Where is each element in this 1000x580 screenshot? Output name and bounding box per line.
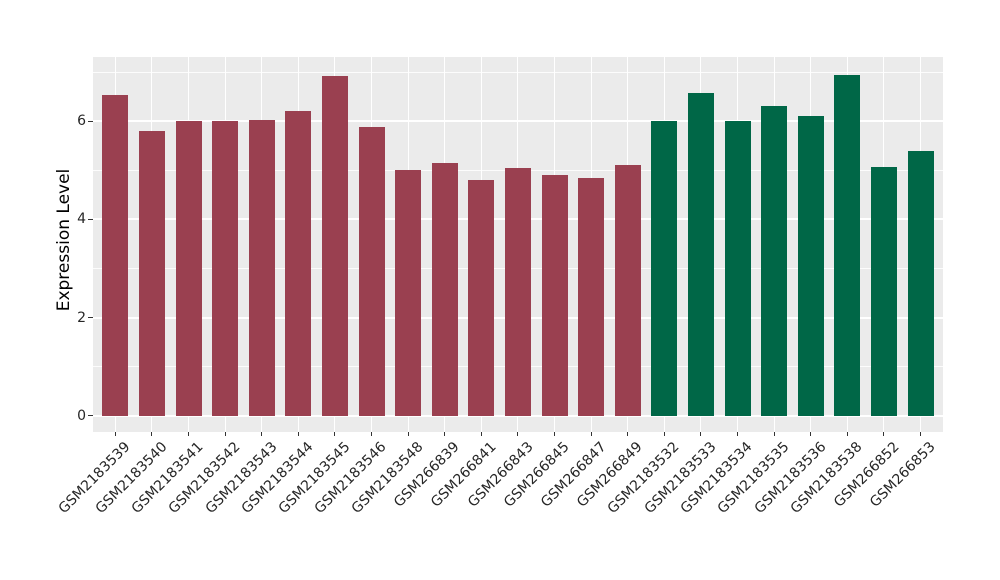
- y-tick-label: 0: [77, 407, 86, 424]
- y-tick-label: 4: [77, 211, 86, 228]
- x-axis-tick: [846, 432, 848, 436]
- y-tick-label: 6: [77, 113, 86, 130]
- bar: [248, 119, 275, 416]
- x-axis-tick: [114, 432, 116, 436]
- bar: [761, 105, 788, 416]
- bar: [358, 127, 385, 416]
- plot-panel: [93, 57, 943, 432]
- bar: [138, 130, 165, 416]
- y-axis-tick: [88, 120, 93, 122]
- bar: [175, 120, 202, 416]
- x-axis-tick: [590, 432, 592, 436]
- y-axis-tick: [88, 317, 93, 318]
- bar: [614, 164, 641, 416]
- bar: [578, 178, 605, 416]
- bar: [212, 120, 239, 416]
- x-axis-tick: [407, 432, 409, 436]
- bar: [541, 175, 568, 416]
- bar: [687, 93, 714, 416]
- x-axis-tick: [737, 432, 738, 436]
- x-axis-tick: [188, 432, 189, 436]
- x-axis-tick: [224, 432, 226, 436]
- x-axis-tick: [920, 432, 921, 436]
- bar: [907, 150, 934, 416]
- bar: [431, 162, 458, 416]
- y-axis-title: Expression Level: [54, 168, 74, 312]
- bar: [724, 120, 751, 416]
- bar: [395, 170, 422, 416]
- bar: [321, 76, 348, 416]
- y-axis-tick: [88, 415, 93, 417]
- x-axis-tick: [444, 432, 446, 436]
- bar: [651, 121, 678, 416]
- x-axis-tick: [810, 432, 812, 436]
- x-axis-tick: [700, 432, 702, 436]
- x-axis-tick: [627, 432, 629, 436]
- x-axis-tick: [151, 432, 153, 436]
- x-axis-tick: [883, 432, 885, 436]
- x-axis-tick: [334, 432, 336, 436]
- x-axis-tick: [480, 432, 482, 436]
- x-axis-tick: [371, 432, 372, 436]
- x-axis-tick: [663, 432, 665, 436]
- x-axis-tick: [517, 432, 519, 436]
- x-axis-tick: [554, 432, 555, 436]
- bar: [102, 95, 129, 416]
- bar: [797, 115, 824, 416]
- y-tick-label: 2: [77, 309, 86, 326]
- bar: [504, 167, 531, 416]
- x-axis-tick: [773, 432, 775, 436]
- bar: [468, 180, 495, 416]
- bar: [870, 167, 897, 416]
- y-axis-tick: [88, 218, 93, 220]
- x-axis-tick: [261, 432, 263, 436]
- bar: [834, 74, 861, 416]
- bar: [285, 110, 312, 416]
- x-axis-tick: [297, 432, 299, 436]
